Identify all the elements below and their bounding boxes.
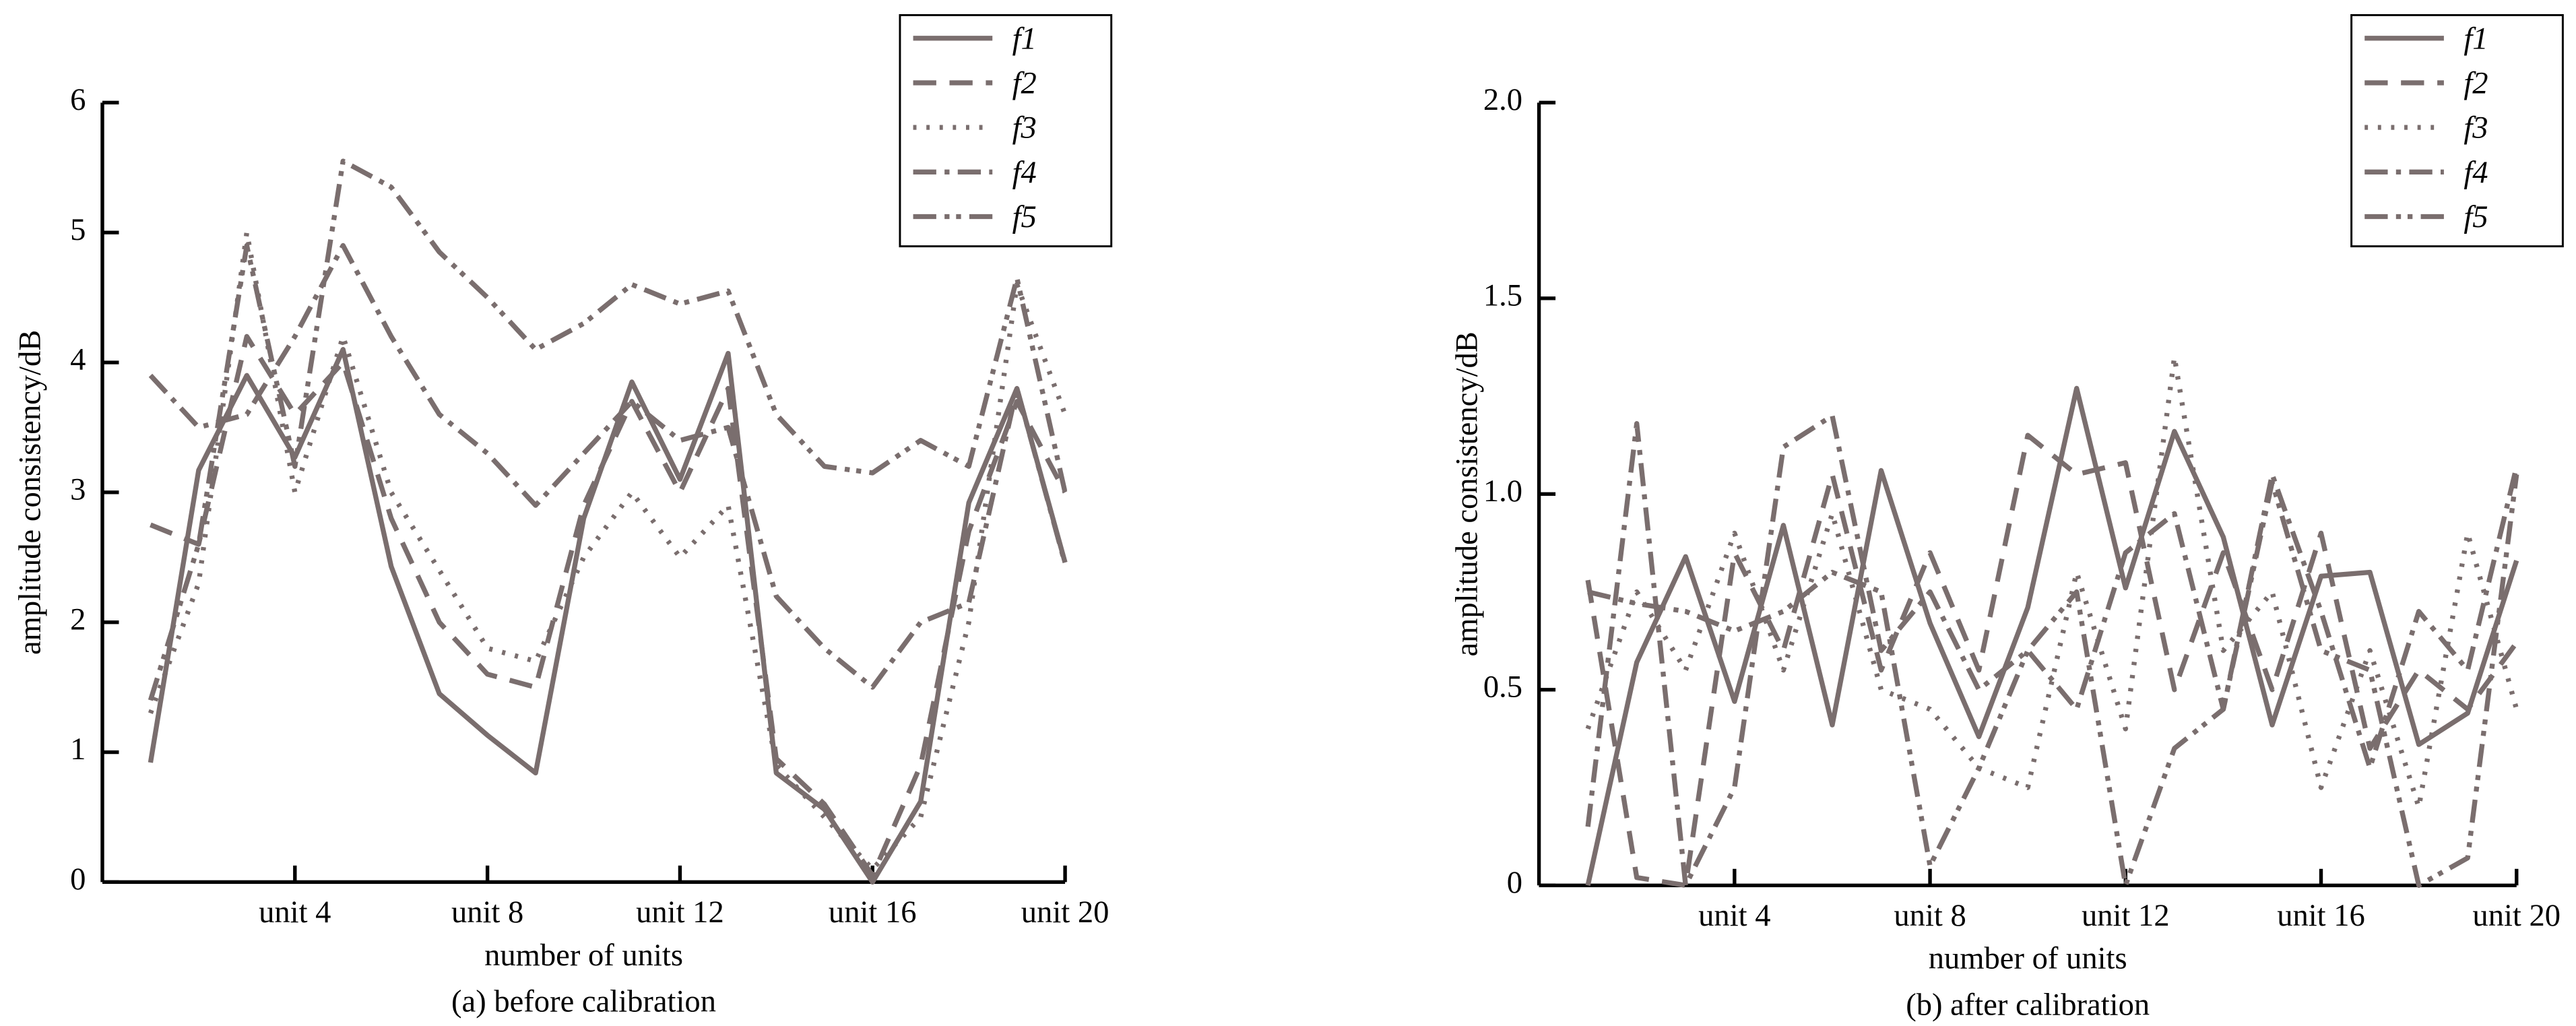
x-tick-label: unit 20: [2472, 899, 2561, 933]
legend-label: f4: [2464, 156, 2488, 190]
y-tick-label: 3: [70, 473, 86, 507]
legend-label: f5: [1012, 200, 1037, 234]
series-line: [1585, 385, 2519, 887]
x-tick-label: unit 8: [451, 895, 523, 930]
legend-label: f4: [1012, 156, 1037, 190]
y-tick-label: 5: [70, 213, 86, 247]
y-tick-label: 1: [70, 732, 86, 767]
legend-label: f3: [1012, 111, 1037, 146]
y-tick-label: 1.5: [1483, 279, 1522, 313]
y-axis-label: amplitude consistency/dB: [1450, 331, 1484, 656]
y-tick-label: 1.0: [1483, 474, 1522, 509]
x-axis-label: number of units: [1929, 942, 2127, 976]
legend-label: f3: [2464, 111, 2488, 146]
y-axis-label: amplitude consistency/dB: [13, 330, 48, 655]
chart-caption: (b) after calibration: [1906, 988, 2150, 1022]
x-axis-label: number of units: [484, 938, 683, 973]
x-tick-label: unit 16: [2277, 899, 2365, 933]
x-tick-label: unit 4: [1698, 899, 1770, 933]
x-tick-label: unit 12: [2082, 899, 2170, 933]
y-tick-label: 6: [70, 83, 86, 117]
y-tick-label: 0: [1507, 866, 1522, 900]
chart-caption: (a) before calibration: [451, 984, 716, 1019]
legend-label: f2: [2464, 67, 2488, 101]
series-line: [1585, 432, 2519, 888]
y-tick-label: 2: [70, 602, 86, 637]
series-line: [148, 243, 1068, 690]
x-tick-label: unit 20: [1021, 895, 1109, 930]
legend-label: f1: [2464, 22, 2488, 56]
legend-label: f5: [2464, 200, 2488, 234]
x-tick-label: unit 8: [1894, 899, 1966, 933]
y-tick-label: 0: [70, 862, 86, 897]
series-line: [1587, 474, 2519, 888]
series-line: [150, 333, 1068, 878]
x-tick-label: unit 4: [259, 895, 331, 930]
x-tick-label: unit 16: [829, 895, 917, 930]
series-line: [1585, 413, 2519, 888]
legend-label: f1: [1012, 22, 1037, 56]
legend-box: [899, 13, 1113, 248]
series-line: [148, 230, 1068, 872]
y-tick-label: 2.0: [1483, 83, 1522, 117]
y-tick-label: 0.5: [1483, 670, 1522, 704]
x-tick-label: unit 12: [636, 895, 724, 930]
legend-box: [2350, 13, 2564, 248]
series-line: [148, 158, 1068, 701]
legend-label: f2: [1012, 67, 1037, 101]
y-tick-label: 4: [70, 343, 86, 377]
